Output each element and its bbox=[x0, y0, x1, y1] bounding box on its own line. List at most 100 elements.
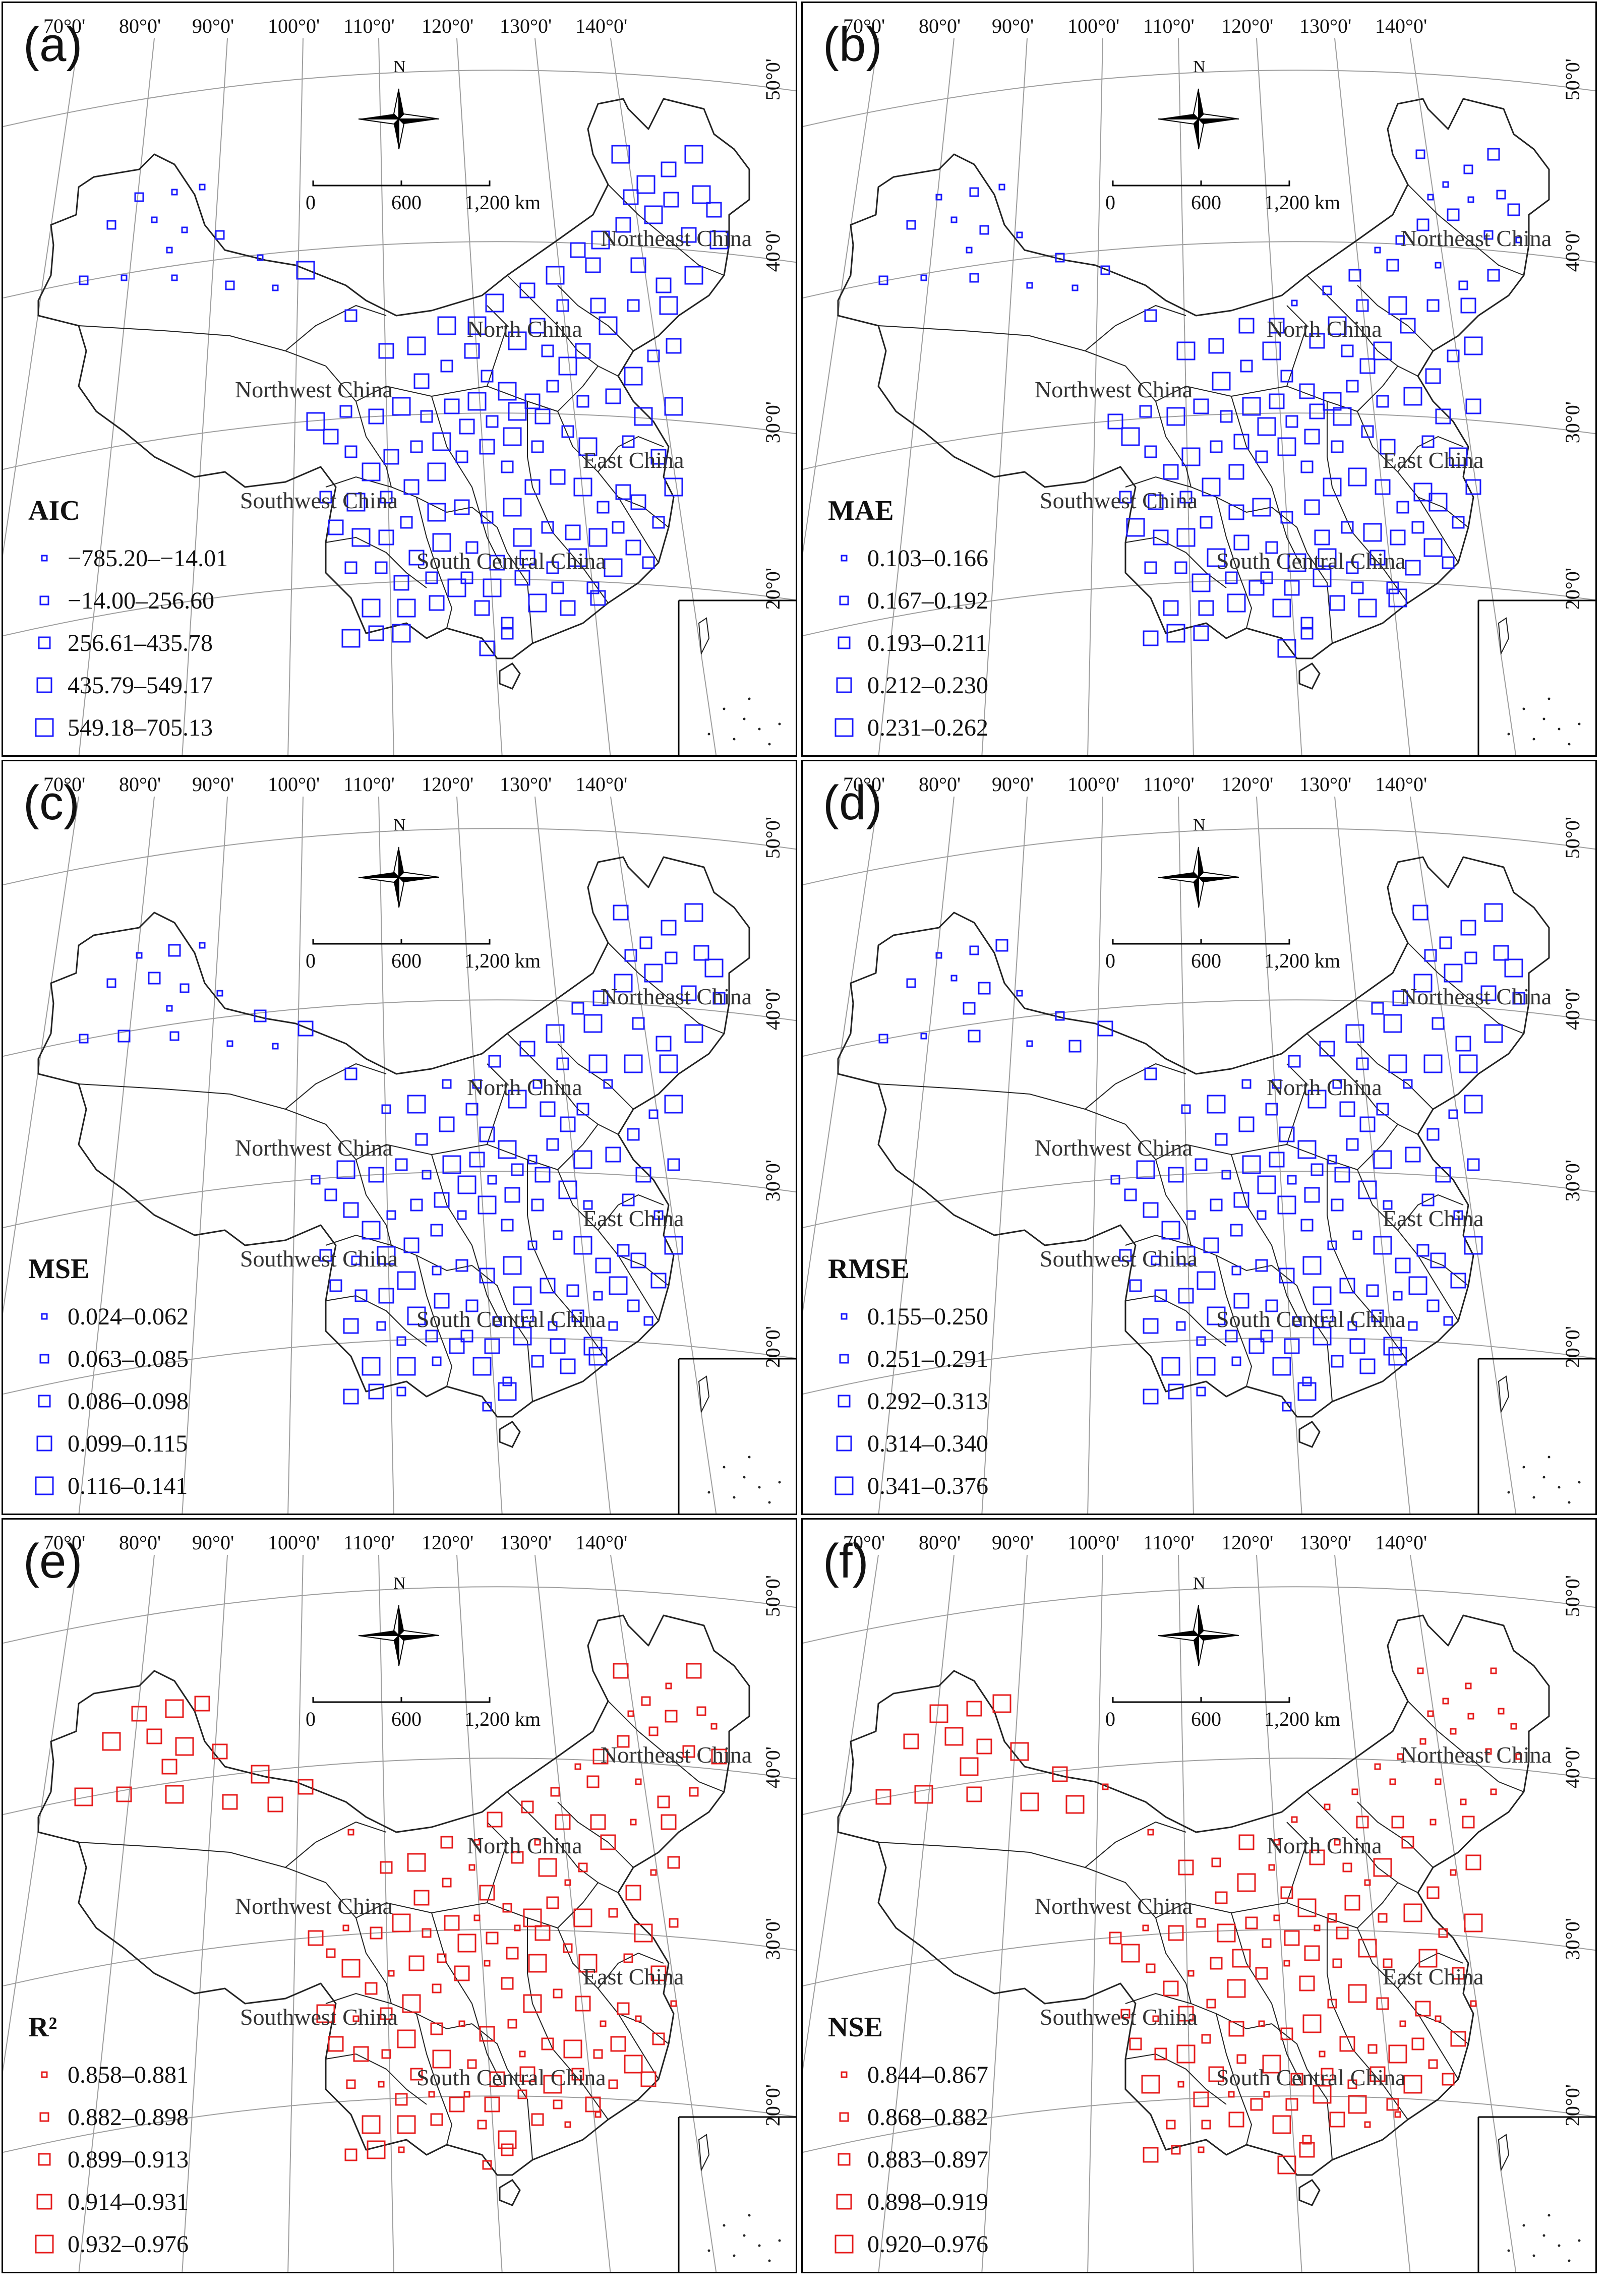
island-dot bbox=[1522, 707, 1525, 710]
legend-symbol bbox=[28, 2192, 61, 2212]
map-panel: (b) 70°0' 80°0' 90°0' 100°0' 110°0' 120°0' 130°… bbox=[801, 2, 1597, 757]
station-marker bbox=[365, 1982, 378, 1995]
meridian-line bbox=[456, 1554, 503, 2272]
legend-item: 0.844–0.867 bbox=[828, 2053, 988, 2096]
island-dot bbox=[778, 1481, 781, 1484]
station-marker bbox=[1121, 1944, 1140, 1963]
station-marker bbox=[600, 2020, 607, 2027]
legend-title: RMSE bbox=[828, 1253, 910, 1285]
legend-item: 0.024–0.062 bbox=[28, 1295, 189, 1338]
station-marker bbox=[519, 2050, 526, 2058]
station-marker bbox=[482, 1402, 492, 1412]
station-marker bbox=[611, 145, 630, 164]
station-marker bbox=[407, 336, 426, 355]
station-marker bbox=[998, 184, 1005, 191]
station-marker bbox=[1412, 904, 1428, 921]
station-marker bbox=[578, 1862, 588, 1872]
station-marker bbox=[477, 2120, 487, 2130]
station-marker bbox=[667, 1158, 680, 1171]
station-marker bbox=[498, 382, 517, 401]
station-marker bbox=[659, 1054, 678, 1073]
scale-bar-label: 600 bbox=[1191, 1708, 1221, 1730]
station-marker bbox=[422, 1928, 432, 1938]
station-marker bbox=[420, 410, 433, 423]
station-markers bbox=[79, 903, 726, 1412]
station-marker bbox=[478, 1195, 497, 1215]
station-marker bbox=[1346, 561, 1359, 574]
station-marker bbox=[432, 432, 451, 451]
station-marker bbox=[459, 418, 475, 435]
station-marker bbox=[623, 189, 639, 205]
station-marker bbox=[1304, 499, 1320, 515]
station-marker bbox=[272, 1043, 279, 1050]
island-dot bbox=[778, 2239, 781, 2242]
south-china-sea-inset-frame bbox=[1477, 2116, 1595, 2272]
legend-symbol bbox=[28, 590, 61, 611]
station-marker bbox=[1302, 1256, 1322, 1275]
station-marker bbox=[1493, 945, 1509, 961]
island-dot bbox=[1507, 1491, 1510, 1494]
province-border bbox=[557, 1801, 634, 1868]
meridian-line bbox=[803, 796, 879, 1314]
station-marker bbox=[603, 1079, 613, 1089]
station-marker bbox=[1052, 1766, 1068, 1782]
station-marker bbox=[403, 479, 420, 495]
station-marker bbox=[615, 217, 631, 233]
legend-square-icon bbox=[841, 555, 848, 562]
station-marker bbox=[457, 1210, 467, 1220]
legend-item: 0.193–0.211 bbox=[828, 622, 988, 664]
station-marker bbox=[583, 1014, 603, 1033]
station-marker bbox=[524, 479, 541, 495]
longitude-tick-label: 130°0' bbox=[1299, 15, 1352, 37]
island-dot bbox=[1568, 2259, 1571, 2262]
legend-symbol bbox=[28, 675, 61, 695]
station-marker bbox=[1450, 1869, 1457, 1876]
station-marker bbox=[1421, 435, 1435, 448]
panel-label: (f) bbox=[823, 1534, 869, 1588]
station-marker bbox=[546, 1896, 559, 1909]
station-marker bbox=[501, 1977, 514, 1990]
station-marker bbox=[1428, 2059, 1438, 2069]
station-marker bbox=[403, 1237, 420, 1253]
region-label: North China bbox=[467, 316, 582, 342]
station-marker bbox=[605, 1146, 621, 1163]
station-marker bbox=[1464, 951, 1477, 964]
station-marker bbox=[1139, 405, 1152, 418]
north-label: N bbox=[1193, 816, 1206, 834]
station-marker bbox=[627, 1128, 640, 1141]
station-marker bbox=[395, 2093, 408, 2106]
parallel-line bbox=[3, 1586, 796, 1644]
station-marker bbox=[1207, 1306, 1226, 1325]
scale-bar bbox=[312, 939, 491, 945]
province-border bbox=[1327, 1918, 1408, 2120]
station-marker bbox=[440, 1836, 453, 1849]
legend-item: 0.868–0.882 bbox=[828, 2096, 988, 2138]
station-marker bbox=[479, 439, 495, 455]
station-marker bbox=[592, 1748, 609, 1765]
meridian-line bbox=[1178, 796, 1194, 1514]
station-marker bbox=[1464, 1913, 1483, 1932]
scale-bar bbox=[312, 180, 491, 187]
station-marker bbox=[1238, 318, 1255, 334]
station-marker bbox=[344, 1067, 358, 1080]
province-border bbox=[1216, 2013, 1253, 2145]
china-outline bbox=[37, 1614, 750, 2176]
station-marker bbox=[558, 1180, 577, 1199]
station-marker bbox=[615, 484, 631, 500]
station-marker bbox=[1373, 1236, 1392, 1255]
longitude-tick-label: 110°0' bbox=[1143, 773, 1195, 796]
legend-symbol bbox=[828, 1306, 860, 1326]
region-label: South Central China bbox=[1216, 1306, 1406, 1332]
station-marker bbox=[362, 462, 381, 481]
station-marker bbox=[513, 528, 532, 547]
station-marker bbox=[388, 1970, 395, 1977]
station-marker bbox=[375, 561, 388, 574]
station-marker bbox=[1206, 1999, 1216, 2009]
station-marker bbox=[590, 590, 606, 606]
province-border bbox=[598, 1952, 664, 1989]
parallel-line bbox=[3, 828, 796, 885]
island-dot bbox=[748, 697, 751, 700]
station-marker bbox=[1220, 410, 1233, 423]
station-marker bbox=[1097, 1020, 1113, 1037]
station-marker bbox=[1403, 387, 1422, 406]
